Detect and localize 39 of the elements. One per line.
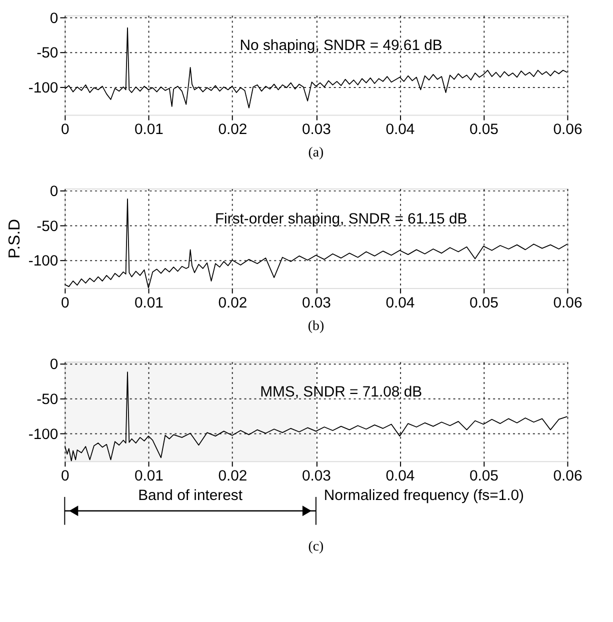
text: (b)	[308, 318, 324, 334]
x-tick-label: 0.03	[302, 121, 331, 138]
x-tick-label: 0	[61, 121, 70, 138]
x-tick-label: 0	[61, 294, 70, 312]
y-tick-label: 0	[50, 183, 58, 200]
x-tick-label: 0.06	[553, 121, 582, 138]
x-tick-label: 0.03	[302, 468, 331, 485]
x-tick-label: 0.01	[134, 468, 164, 485]
x-tick-label: 0.06	[553, 294, 582, 312]
x-tick-label: 0.05	[469, 121, 498, 138]
y-tick-label: -50	[36, 44, 58, 62]
band-label: Band of interest	[138, 486, 244, 504]
x-tick-label: 0.03	[302, 294, 331, 312]
x-tick-label: 0.05	[469, 294, 498, 312]
y-tick-label: 0	[50, 356, 58, 374]
x-tick-label: 0.01	[134, 294, 164, 312]
text: (c)	[308, 540, 324, 555]
x-tick-label: 0.05	[469, 468, 498, 485]
y-tick-label: -100	[28, 426, 58, 443]
text: (a)	[308, 146, 324, 161]
x-tick-label: 0.04	[386, 121, 415, 138]
annotation: First-order shaping, SNDR = 61.15 dB	[214, 210, 468, 228]
x-tick-label: 0.04	[386, 468, 415, 485]
annotation: MMS, SNDR = 71.08 dB	[260, 383, 422, 400]
x-tick-label: 0.02	[218, 468, 248, 485]
x-tick-label: 0.02	[218, 294, 248, 312]
x-tick-label: 0.02	[218, 121, 248, 138]
annotation: No shaping, SNDR = 49.61 dB	[240, 37, 442, 54]
x-tick-label: 0.01	[134, 121, 164, 138]
x-axis-title: Normalized frequency (fs=1.0)	[324, 486, 524, 504]
y-tick-label: -100	[28, 79, 58, 96]
y-axis-title: P.S.D	[6, 218, 24, 258]
y-tick-label: 0	[50, 10, 58, 27]
x-tick-label: 0	[61, 468, 70, 485]
x-tick-label: 0.04	[386, 294, 415, 312]
y-tick-label: -50	[36, 218, 58, 235]
y-tick-label: -50	[36, 390, 58, 408]
y-tick-label: -100	[28, 252, 58, 270]
x-tick-label: 0.06	[553, 468, 582, 485]
